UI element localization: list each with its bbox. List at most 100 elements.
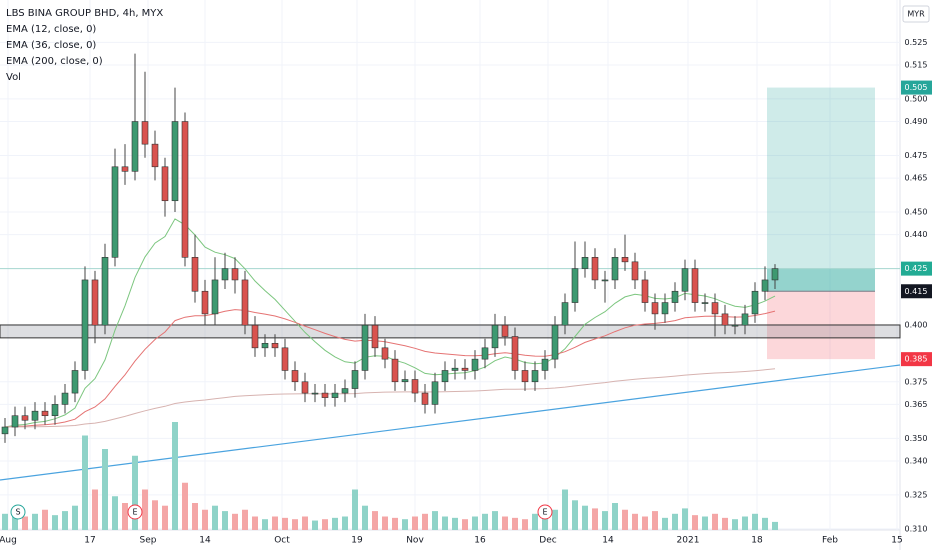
x-tick-label: Feb [822, 536, 838, 546]
volume-bar [562, 489, 568, 530]
candle-body [271, 343, 279, 349]
price-badge-label: 0.505 [905, 83, 928, 92]
volume-bar [182, 482, 188, 530]
volume-bar [162, 505, 168, 530]
volume-bar [122, 503, 128, 530]
candle-body [81, 279, 89, 371]
x-tick-label: 15 [891, 536, 902, 546]
volume-bar [482, 513, 488, 530]
event-label: E [542, 508, 547, 517]
candle-body [551, 324, 559, 360]
candle-body [651, 302, 659, 315]
candle-body [231, 268, 239, 281]
volume-bar [662, 517, 668, 530]
y-tick-label: 0.400 [905, 321, 928, 330]
volume-bar [732, 519, 738, 530]
candle-body [91, 279, 99, 326]
volume-bar [622, 509, 628, 530]
candle-body [21, 415, 29, 421]
candle-body [121, 166, 129, 172]
chart-title: LBS BINA GROUP BHD, 4h, MYX [6, 8, 163, 19]
candle-body [61, 392, 69, 405]
volume-bar [672, 513, 678, 530]
volume-bar [52, 515, 58, 530]
event-label: S [15, 508, 20, 517]
candle-body [71, 370, 79, 394]
volume-bar [552, 509, 558, 530]
y-tick-label: 0.450 [905, 208, 928, 217]
volume-bar [382, 516, 388, 530]
candle-body [751, 290, 759, 315]
x-tick-label: 14 [199, 536, 211, 546]
volume-bar [432, 511, 438, 530]
volume-bar [472, 516, 478, 530]
price-badge-label: 0.385 [905, 355, 928, 364]
candle-body [441, 370, 449, 383]
x-tick-label: 14 [602, 536, 614, 546]
candle-body [521, 370, 529, 383]
candle-body [111, 166, 119, 258]
candle-body [661, 302, 669, 315]
volume-bar [762, 517, 768, 530]
candle-body [631, 261, 639, 281]
candle-body [761, 279, 769, 292]
candle-body [401, 379, 409, 383]
x-tick-label: Aug [0, 536, 17, 546]
candle-body [711, 302, 719, 315]
candle-body [671, 290, 679, 303]
volume-bar [442, 516, 448, 530]
candle-body [301, 381, 309, 394]
y-tick-label: 0.340 [905, 456, 928, 465]
candle-body [291, 370, 299, 383]
candle-body [341, 388, 349, 394]
candle-body [361, 324, 369, 371]
volume-bar [522, 519, 528, 530]
volume-bar [2, 513, 8, 530]
volume-bar [692, 515, 698, 530]
volume-bar [192, 503, 198, 530]
x-tick-label: Dec [539, 536, 556, 546]
candle-body [601, 279, 609, 282]
volume-bar [262, 519, 268, 530]
volume-bar [652, 511, 658, 530]
volume-bar [542, 511, 548, 530]
volume-bar [342, 516, 348, 530]
target-zone [767, 87, 875, 292]
x-tick-label: 2021 [677, 536, 700, 546]
volume-bar [502, 516, 508, 530]
candle-body [531, 370, 539, 383]
volume-bar [152, 500, 158, 530]
volume-bar [72, 505, 78, 530]
candle-body [511, 336, 519, 371]
volume-bar [632, 513, 638, 530]
candle-body [501, 324, 509, 337]
y-tick-label: 0.525 [905, 38, 928, 47]
volume-bar [102, 449, 108, 530]
x-tick-label: Sep [140, 536, 157, 546]
volume-bar [362, 505, 368, 530]
volume-bar [112, 496, 118, 530]
candle-body [771, 268, 779, 281]
y-tick-label: 0.475 [905, 151, 928, 160]
candle-body [681, 268, 689, 292]
candle-body [181, 121, 189, 258]
y-tick-label: 0.310 [905, 524, 928, 533]
candle-body [491, 324, 499, 349]
event-marker [537, 504, 553, 520]
volume-bar [392, 517, 398, 530]
volume-bar [682, 508, 688, 530]
candle-body [41, 410, 49, 417]
volume-bar [62, 511, 68, 530]
candle-body [541, 358, 549, 371]
price-badge [901, 284, 932, 299]
volume-bar [252, 516, 258, 530]
price-badge [901, 352, 932, 367]
volume-bar [82, 435, 88, 530]
candle-body [381, 347, 389, 360]
x-tick-label: 16 [474, 536, 486, 546]
y-tick-label: 0.350 [905, 434, 928, 443]
candle-body [201, 290, 209, 315]
candle-body [371, 324, 379, 349]
volume-bar [92, 489, 98, 530]
candle-body [721, 313, 729, 326]
